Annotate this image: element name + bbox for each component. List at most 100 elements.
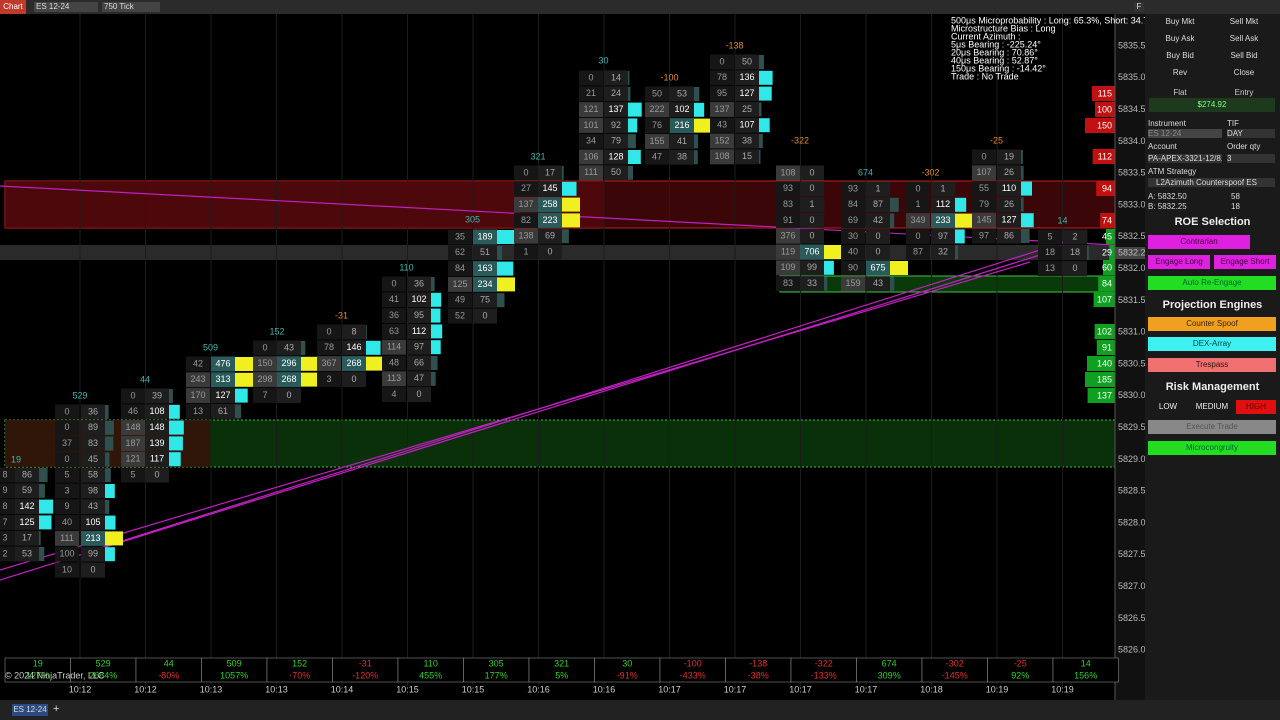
order-button[interactable]: Sell Ask xyxy=(1229,34,1259,43)
instrument-select[interactable]: ES 12-24 xyxy=(34,2,98,12)
info-line: 40μs Bearing : 52.87° xyxy=(951,55,1038,65)
info-line: Microstructure Bias : Long xyxy=(951,23,1056,33)
summary-cell xyxy=(790,657,857,683)
time-label: 10:17 xyxy=(658,684,681,694)
summary-delta: -100 xyxy=(684,658,702,668)
instrument-field[interactable]: ES 12-24 xyxy=(1148,129,1222,138)
float-button[interactable]: F xyxy=(1134,2,1144,12)
execute-button[interactable]: Execute Trade xyxy=(1148,420,1276,434)
bid-volume: 84 xyxy=(848,199,858,209)
ask-volume: 36 xyxy=(88,406,98,416)
dex-array-button[interactable]: DEX-Array xyxy=(1148,337,1276,351)
time-label: 10:12 xyxy=(69,684,92,694)
chart-tab[interactable]: Chart xyxy=(0,0,26,14)
ask-volume: 148 xyxy=(149,422,164,432)
ask-volume: 139 xyxy=(149,438,164,448)
bid-size: 18 xyxy=(1231,202,1240,211)
contrarian-button[interactable]: Contrarian xyxy=(1148,235,1250,249)
interval-select[interactable]: 750 Tick xyxy=(102,2,160,12)
ask-volume: 110 xyxy=(1002,183,1016,193)
ask-cell xyxy=(866,197,890,213)
flat-label: Flat xyxy=(1173,88,1187,97)
order-button[interactable]: Close xyxy=(1233,68,1255,77)
bid-cell xyxy=(121,388,145,404)
ask-volume: 1 xyxy=(809,199,814,209)
bid-volume: 4 xyxy=(391,389,396,399)
profile-label: 140 xyxy=(1097,358,1112,368)
ask-volume: 83 xyxy=(88,438,98,448)
bid-volume: 46 xyxy=(128,406,138,416)
bid-cell xyxy=(776,212,800,228)
microcongruity-button[interactable]: Microcongruity xyxy=(1148,441,1276,455)
cluster-delta: 19 xyxy=(11,454,21,464)
atm-field[interactable]: L2Azimuth Counterspoof ES xyxy=(1148,178,1275,187)
bid-volume: 5 xyxy=(1047,231,1052,241)
ask-volume: 79 xyxy=(611,136,621,146)
risk-low[interactable]: LOW xyxy=(1158,402,1178,411)
volume-bar xyxy=(105,531,123,546)
bid-cell xyxy=(972,212,996,228)
add-tab[interactable]: + xyxy=(53,703,60,715)
ask-volume: 99 xyxy=(88,549,98,559)
bid-volume: 0 xyxy=(130,390,135,400)
trespass-button[interactable]: Trespass xyxy=(1148,358,1276,372)
order-button[interactable]: Sell Bid xyxy=(1230,51,1258,60)
ask-cell xyxy=(604,165,628,181)
ask-cell xyxy=(538,244,562,260)
counter-spoof-button[interactable]: Counter Spoof xyxy=(1148,317,1276,331)
bid-cell xyxy=(841,244,865,260)
ask-cell xyxy=(735,101,759,117)
bid-cell xyxy=(776,244,800,260)
order-button[interactable]: Rev xyxy=(1172,68,1188,77)
order-button[interactable]: Buy Mkt xyxy=(1165,17,1195,26)
bid-volume: 62 xyxy=(455,247,465,257)
cluster-delta: -100 xyxy=(660,72,678,82)
bid-cell xyxy=(645,133,669,149)
bid-volume: 349 xyxy=(910,215,925,225)
order-button[interactable]: Buy Bid xyxy=(1166,51,1194,60)
cluster-delta: 674 xyxy=(858,167,873,177)
ask-volume: 0 xyxy=(809,231,814,241)
auto-reengage-button[interactable]: Auto Re-Engage xyxy=(1148,276,1276,290)
bid-volume: 155 xyxy=(649,136,664,146)
engage-short-button[interactable]: Engage Short xyxy=(1214,255,1276,269)
price-label: 5835.00 xyxy=(1118,72,1145,82)
risk-high[interactable]: HIGH xyxy=(1236,400,1276,414)
ask-cell xyxy=(407,308,431,324)
summary-delta: 529 xyxy=(96,658,111,668)
tab[interactable]: ES 12-24 xyxy=(12,704,48,716)
ask-cell xyxy=(342,340,366,356)
order-button[interactable]: Buy Ask xyxy=(1165,34,1195,43)
engage-long-button[interactable]: Engage Long xyxy=(1148,255,1210,269)
ask-cell xyxy=(997,228,1021,244)
order-button[interactable]: Sell Mkt xyxy=(1229,17,1259,26)
bid-volume: 148 xyxy=(125,422,140,432)
ask-volume: 1 xyxy=(940,183,945,193)
bid-volume: 93 xyxy=(848,183,858,193)
profile-label: 185 xyxy=(1097,374,1112,384)
ask-cell xyxy=(604,133,628,149)
ask-volume: 75 xyxy=(480,295,490,305)
account-field[interactable]: PA-APEX-3321-12/8... xyxy=(1148,154,1222,163)
ask-cell xyxy=(538,181,562,197)
bid-cell xyxy=(710,101,734,117)
bid-volume: 0 xyxy=(981,151,986,161)
bid-cell xyxy=(776,165,800,181)
ask-volume: 59 xyxy=(22,485,32,495)
bid-cell xyxy=(186,403,210,419)
ask-volume: 675 xyxy=(870,262,885,272)
bid-cell xyxy=(382,292,406,308)
risk-medium[interactable]: MEDIUM xyxy=(1195,402,1229,411)
summary-delta: 321 xyxy=(554,658,569,668)
bid-volume: 7 xyxy=(262,390,267,400)
label: TIF xyxy=(1227,119,1239,128)
bid-cell xyxy=(382,339,406,355)
bid-cell xyxy=(841,276,865,292)
ask-cell xyxy=(1063,261,1087,277)
qty-field[interactable]: 3 xyxy=(1227,154,1275,163)
tif-field[interactable]: DAY xyxy=(1227,129,1275,138)
ask-volume: 89 xyxy=(88,422,98,432)
summary-delta: 152 xyxy=(292,658,307,668)
bid-volume: 40 xyxy=(62,517,72,527)
ask-volume: 36 xyxy=(414,278,424,288)
